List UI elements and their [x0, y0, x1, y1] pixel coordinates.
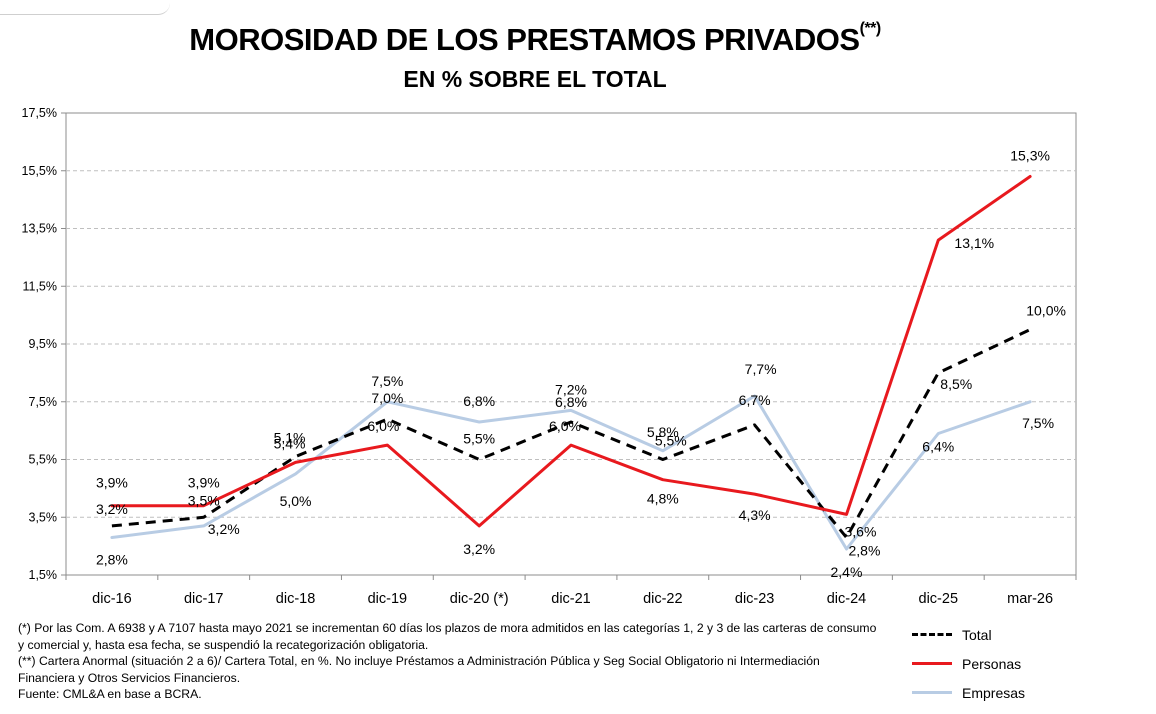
data-label-total: 3,2%	[96, 501, 128, 517]
corner-decoration	[0, 0, 170, 15]
series-line-personas	[110, 175, 1032, 528]
legend-item-empresas: Empresas	[912, 678, 1132, 707]
y-tick-label: 7,5%	[29, 395, 58, 409]
x-tick-label: dic-16	[92, 591, 132, 607]
data-label-personas: 13,1%	[954, 235, 994, 251]
legend-item-personas: Personas	[912, 649, 1132, 678]
x-tick-label: dic-17	[184, 591, 224, 607]
data-label-personas: 3,9%	[96, 475, 128, 491]
chart-subtitle: EN % SOBRE EL TOTAL	[403, 66, 667, 92]
y-tick-label: 11,5%	[22, 279, 57, 293]
legend-item-total: Total	[912, 620, 1132, 649]
x-tick-label: dic-22	[643, 591, 683, 607]
chart-title-text: MOROSIDAD DE LOS PRESTAMOS PRIVADOS	[189, 22, 860, 57]
data-label-empresas: 5,0%	[280, 493, 312, 509]
y-tick-label: 1,5%	[29, 568, 58, 582]
series-line-empresas	[110, 394, 1032, 551]
series-line-total	[111, 328, 1031, 539]
y-tick-label: 17,5%	[22, 106, 57, 120]
x-tick-label: dic-18	[276, 591, 316, 607]
legend-swatch-personas	[912, 662, 952, 665]
y-tick-label: 5,5%	[29, 453, 58, 467]
footnote-source: Fuente: CML&A en base a BCRA.	[18, 687, 202, 701]
data-label-empresas: 6,8%	[463, 393, 495, 409]
data-label-empresas: 7,7%	[745, 361, 777, 377]
data-label-personas: 4,8%	[647, 491, 679, 507]
y-tick-label: 9,5%	[29, 337, 58, 351]
data-label-empresas: 3,2%	[208, 521, 240, 537]
data-label-personas: 3,6%	[844, 523, 876, 539]
footnote-2: (**) Cartera Anormal (situación 2 a 6)/ …	[18, 654, 820, 685]
legend-label-total: Total	[962, 626, 992, 643]
x-tick-label: dic-21	[551, 591, 591, 607]
data-label-total: 6,7%	[739, 392, 771, 408]
data-label-total: 7,0%	[371, 390, 403, 406]
data-label-personas: 15,3%	[1010, 148, 1050, 164]
x-tick-label: mar-26	[1007, 591, 1053, 607]
legend-label-empresas: Empresas	[962, 684, 1026, 701]
x-tick-label: dic-19	[368, 591, 408, 607]
chart-title: MOROSIDAD DE LOS PRESTAMOS PRIVADOS(**)	[130, 20, 940, 58]
x-tick-label: dic-20 (*)	[450, 591, 509, 607]
chart-title-suffix: (**)	[859, 20, 882, 37]
footnote-1: (*) Por las Com. A 6938 y A 7107 hasta m…	[18, 621, 877, 652]
data-label-total: 5,5%	[655, 433, 687, 449]
data-label-total: 5,1%	[274, 430, 306, 446]
data-label-personas: 5,4%	[274, 435, 306, 451]
data-label-total: 6,8%	[555, 394, 587, 410]
data-label-total: 3,5%	[188, 492, 220, 508]
legend-swatch-empresas	[912, 691, 952, 694]
data-label-personas: 3,2%	[463, 541, 495, 557]
data-label-empresas: 7,5%	[371, 373, 403, 389]
x-tick-label: dic-24	[827, 591, 867, 607]
data-label-empresas: 2,4%	[830, 564, 862, 580]
x-tick-label: dic-25	[919, 591, 959, 607]
legend: Total Personas Empresas	[912, 620, 1132, 707]
data-label-empresas: 7,2%	[555, 381, 587, 397]
y-tick-label: 13,5%	[22, 222, 57, 236]
data-label-personas: 4,3%	[739, 507, 771, 523]
data-label-personas: 6,0%	[367, 418, 399, 434]
data-label-personas: 6,0%	[549, 418, 581, 434]
legend-label-personas: Personas	[962, 655, 1022, 672]
footnotes: (*) Por las Com. A 6938 y A 7107 hasta m…	[18, 620, 878, 703]
y-tick-label: 3,5%	[29, 510, 58, 524]
data-label-personas: 3,9%	[188, 475, 220, 491]
y-tick-label: 15,5%	[22, 164, 57, 178]
data-label-total: 5,5%	[463, 431, 495, 447]
data-label-empresas: 7,5%	[1022, 415, 1054, 431]
data-label-total: 8,5%	[940, 376, 972, 392]
x-tick-label: dic-23	[735, 591, 775, 607]
data-label-total: 10,0%	[1026, 303, 1066, 319]
data-label-total: 2,8%	[848, 542, 880, 558]
data-label-empresas: 2,8%	[96, 551, 128, 567]
data-label-empresas: 6,4%	[922, 439, 954, 455]
legend-swatch-total	[912, 633, 952, 636]
line-chart: 1,5% 3,5% 5,5% 7,5% 9,5% 11,5% 13,5% 15,5% 17,5%…	[22, 106, 1077, 607]
data-label-empresas: 5,8%	[647, 424, 679, 440]
